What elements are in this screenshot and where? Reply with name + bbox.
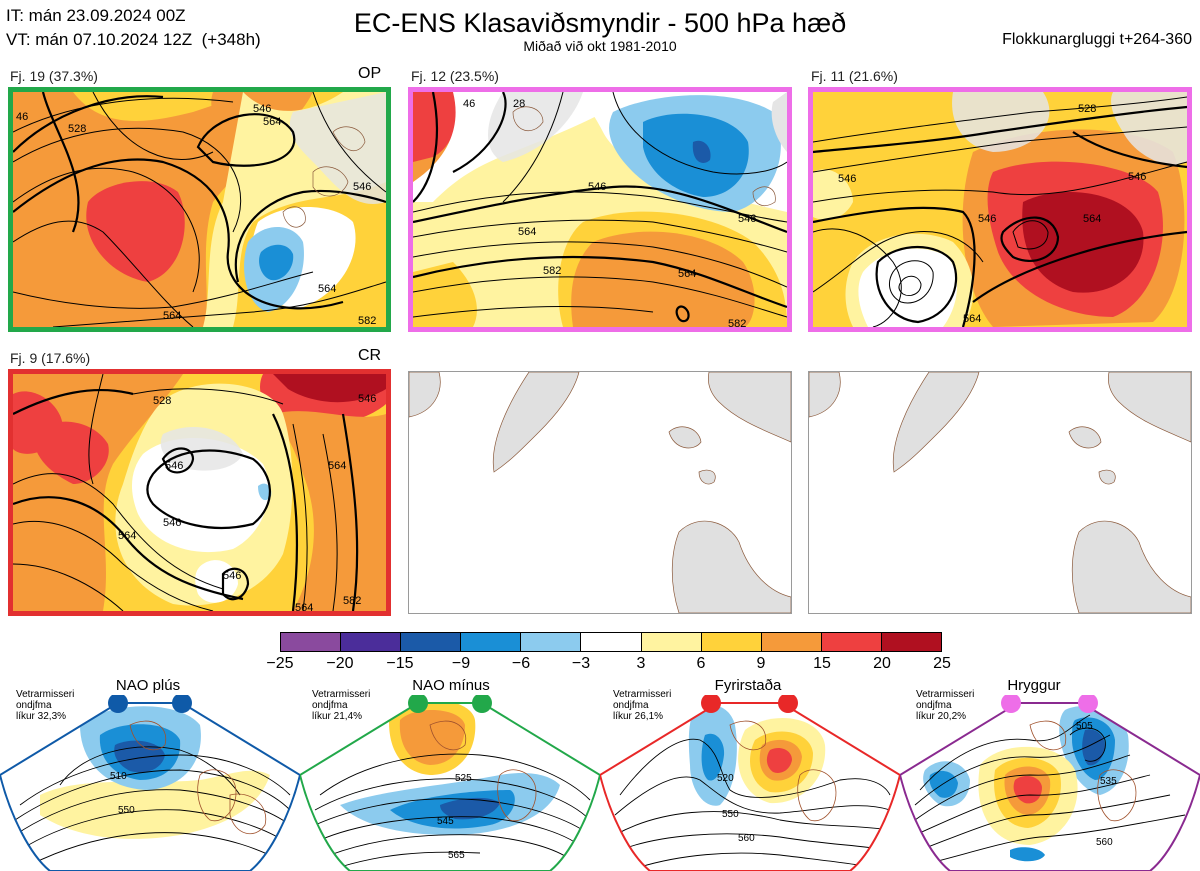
empty-map-2 [808,371,1192,614]
page-title: EC-ENS Klasaviðsmyndir - 500 hPa hæð [353,8,847,38]
contour-label: 550 [722,809,739,820]
colorbar-swatch [640,633,701,651]
colorbar-tick: −20 [326,655,354,672]
colorbar-tick: −15 [386,655,414,672]
panel-4-tag: CR [358,347,382,364]
contour-label: 546 [358,393,376,405]
contour-label: 564 [518,226,536,238]
contour-label: 546 [353,181,371,193]
contour-label: 564 [318,283,336,295]
header-info: IT: mán 23.09.2024 00Z VT: mán 07.10.2024… [6,4,261,52]
colorbar-swatch [700,633,761,651]
contour-label: 546 [588,181,606,193]
contour-label: 564 [163,310,181,322]
page-subtitle: Miðað við okt 1981-2010 [523,38,677,54]
contour-label: 545 [437,816,454,827]
regime-2-map: 525 545 565 [300,695,600,871]
contour-label: 525 [455,773,472,784]
contour-label: 46 [463,98,475,110]
regime-4-title: Hryggur [1007,677,1061,694]
contour-label: 535 [1100,776,1117,787]
cluster-map-2: 546 546 564 582 564 582 46 28 [408,87,792,332]
panel-1-label: Fj. 19 (37.3%) [10,68,98,84]
colorbar-swatch [880,633,942,651]
panel-3-label: Fj. 11 (21.6%) [811,68,898,84]
valid-time: VT: mán 07.10.2024 12Z (+348h) [6,30,261,49]
regime-4-info: Vetrarmisseri ondjfma líkur 20,2% [916,689,975,722]
colorbar-swatch [580,633,641,651]
contour-label: 28 [513,98,525,110]
contour-label: 546 [978,213,996,225]
colorbar-tick: −6 [511,655,531,672]
contour-label: 546 [253,103,271,115]
cluster-map-4: 528 546 546 564 546 564 564 582 546 [8,369,391,616]
contour-label: 564 [263,116,281,128]
colorbar [280,632,942,652]
panel-4-label: Fj. 9 (17.6%) [10,350,91,366]
regime-3-title: Fyrirstaða [714,677,782,694]
contour-label: 582 [343,595,361,607]
contour-label: 564 [963,313,981,325]
contour-label: 582 [543,265,561,277]
regime-2-info: Vetrarmisseri ondjfma líkur 21,4% [312,689,371,722]
contour-label: 560 [738,833,755,844]
contour-label: 510 [110,771,127,782]
regime-3-map: 520 550 560 [600,695,900,871]
regime-3-info: Vetrarmisseri ondjfma líkur 26,1% [613,689,672,722]
contour-label: 546 [838,173,856,185]
colorbar-swatch [820,633,881,651]
contour-label: 546 [738,213,756,225]
colorbar-swatch [520,633,581,651]
contour-label: 565 [448,850,465,861]
contour-label: 528 [153,395,171,407]
contour-label: 546 [223,570,241,582]
panel-2-label: Fj. 12 (23.5%) [411,68,499,84]
contour-label: 564 [295,602,313,611]
contour-label: 528 [68,123,86,135]
colorbar-tick: −9 [451,655,471,672]
contour-label: 546 [1128,171,1146,183]
colorbar-swatch [281,633,341,651]
contour-label: 520 [717,773,734,784]
colorbar-tick: −3 [571,655,591,672]
contour-label: 564 [1083,213,1101,225]
regime-1-title: NAO plús [115,677,181,694]
classification-window: Flokkunargluggi t+264-360 [1002,31,1192,48]
colorbar-tick: 20 [873,655,891,672]
colorbar-swatch [760,633,821,651]
contour-label: 564 [328,460,346,472]
regime-4-map: 505 535 560 [900,695,1200,871]
regime-1-info: Vetrarmisseri ondjfma líkur 32,3% [16,689,75,722]
colorbar-swatch [400,633,461,651]
contour-label: 582 [728,318,746,327]
cluster-map-3: 528 546 546 564 564 546 [808,87,1192,332]
contour-label: 546 [163,517,181,529]
colorbar-tick: 25 [933,655,951,672]
contour-label: 560 [1096,837,1113,848]
colorbar-tick: 15 [813,655,831,672]
panel-1-tag: OP [358,65,382,82]
colorbar-swatch [340,633,401,651]
contour-label: 564 [678,268,696,280]
contour-label: 550 [118,805,135,816]
colorbar-tick: 9 [756,655,766,672]
contour-label: 564 [118,530,136,542]
empty-map-1 [408,371,792,614]
regime-1-map: 510 550 [0,695,300,871]
regime-2-title: NAO mínus [412,677,490,694]
contour-label: 528 [1078,103,1096,115]
contour-label: 46 [16,111,28,123]
contour-label: 505 [1076,721,1093,732]
issue-time: IT: mán 23.09.2024 00Z [6,6,186,25]
colorbar-swatch [460,633,521,651]
contour-label: 582 [358,315,376,327]
colorbar-tick: 6 [696,655,706,672]
colorbar-tick: 3 [636,655,646,672]
cluster-map-1: 546 564 564 546 564 582 528 46 [8,87,391,332]
colorbar-tick: −25 [266,655,294,672]
contour-label: 546 [165,460,183,472]
